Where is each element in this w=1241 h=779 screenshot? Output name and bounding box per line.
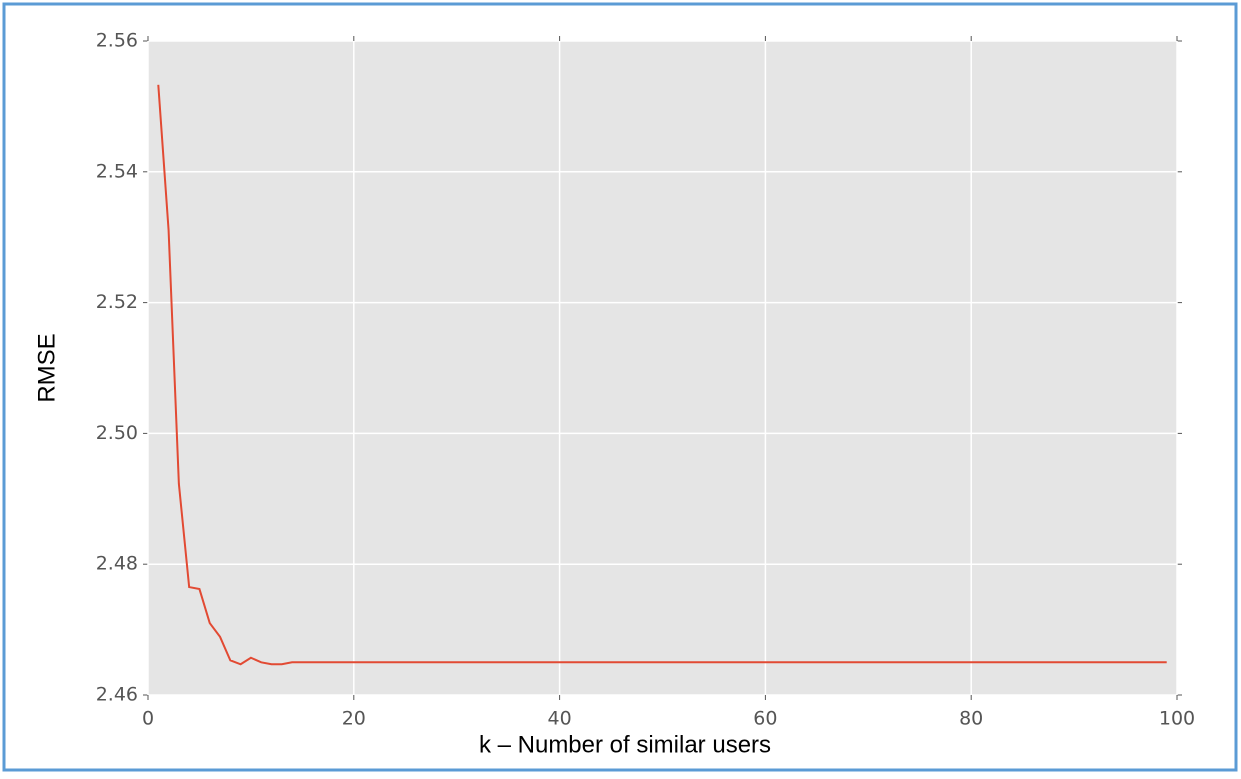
plot-area bbox=[148, 41, 1177, 695]
y-tick-label: 2.56 bbox=[96, 30, 138, 52]
y-tick-label: 2.54 bbox=[96, 160, 138, 182]
x-tick-label: 40 bbox=[548, 708, 572, 730]
x-tick-label: 60 bbox=[753, 708, 777, 730]
y-tick-label: 2.50 bbox=[96, 422, 138, 444]
data-line bbox=[157, 84, 1167, 666]
x-tick-label: 100 bbox=[1159, 708, 1195, 730]
y-tick-label: 2.52 bbox=[96, 291, 138, 313]
y-axis-label: RMSE bbox=[33, 333, 60, 402]
x-axis-label: k – Number of similar users bbox=[479, 731, 771, 758]
x-tick-label: 20 bbox=[342, 708, 366, 730]
x-tick-label: 0 bbox=[142, 708, 154, 730]
y-tick-label: 2.46 bbox=[96, 684, 138, 706]
x-tick-label: 80 bbox=[959, 708, 983, 730]
y-tick-label: 2.48 bbox=[96, 553, 138, 575]
